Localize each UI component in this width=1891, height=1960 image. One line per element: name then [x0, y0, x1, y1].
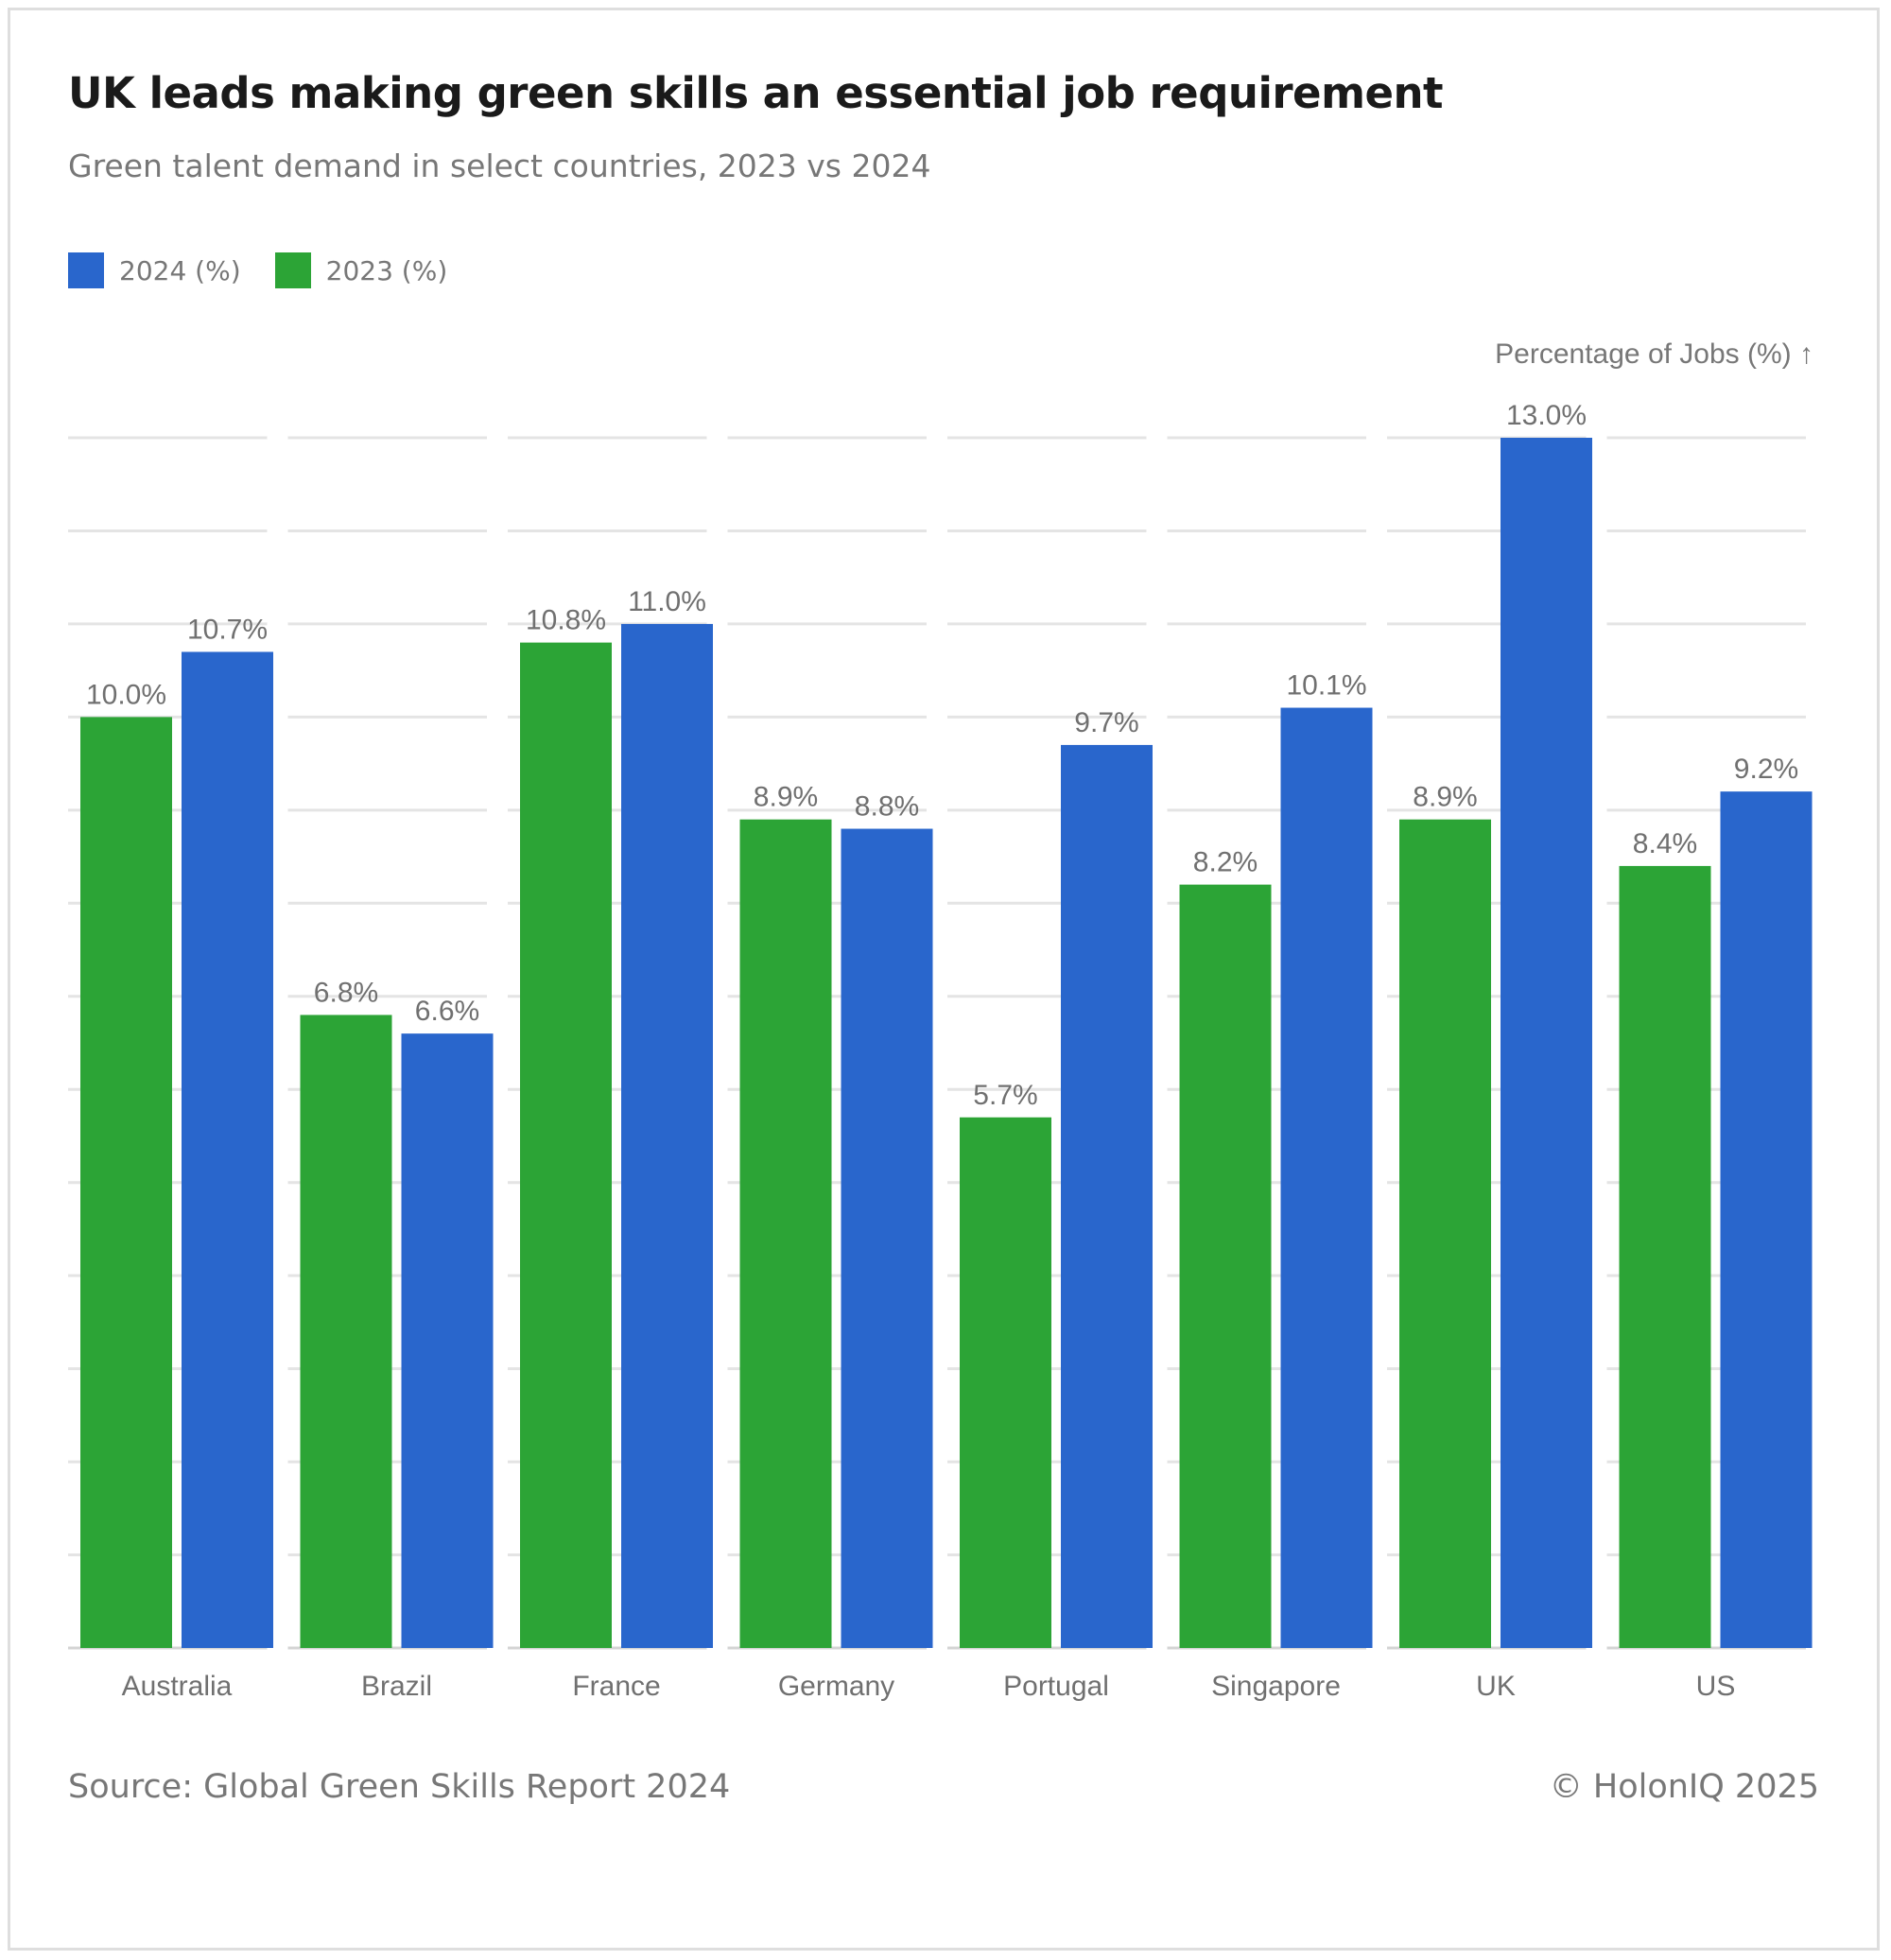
data-label-singapore-2023: 8.2%	[1193, 847, 1258, 878]
data-label-france-2024: 11.0%	[628, 586, 706, 617]
chart-title: UK leads making green skills an essentia…	[68, 68, 1444, 118]
y-axis-unit-label: Percentage of Jobs (%) ↑	[1495, 338, 1813, 370]
chart-subtitle: Green talent demand in select countries,…	[68, 147, 931, 184]
x-tick-label-portugal: Portugal	[1003, 1671, 1109, 1702]
data-label-portugal-2023: 5.7%	[973, 1080, 1037, 1111]
data-label-germany-2024: 8.8%	[855, 791, 919, 823]
bar-australia-2023[interactable]	[80, 717, 172, 1648]
x-tick-label-australia: Australia	[122, 1671, 233, 1702]
legend: 2024 (%) 2023 (%)	[68, 252, 481, 289]
legend-item-2023[interactable]: 2023 (%)	[274, 252, 448, 288]
legend-swatch-2023	[274, 252, 311, 288]
x-tick-label-us: US	[1696, 1671, 1736, 1702]
data-label-uk-2023: 8.9%	[1413, 782, 1477, 813]
data-label-brazil-2024: 6.6%	[415, 996, 479, 1027]
bar-germany-2024[interactable]	[841, 828, 933, 1648]
data-label-brazil-2023: 6.8%	[314, 977, 378, 1008]
data-label-us-2024: 9.2%	[1734, 754, 1798, 785]
data-label-portugal-2024: 9.7%	[1074, 707, 1138, 738]
data-label-singapore-2024: 10.1%	[1286, 670, 1366, 702]
copyright-note: © HolonIQ 2025	[1549, 1768, 1819, 1806]
data-label-france-2023: 10.8%	[526, 605, 606, 636]
bar-us-2023[interactable]	[1619, 865, 1711, 1648]
bar-france-2024[interactable]	[621, 623, 713, 1648]
bar-uk-2023[interactable]	[1399, 819, 1491, 1648]
bar-singapore-2024[interactable]	[1280, 707, 1373, 1648]
legend-label-2023: 2023 (%)	[325, 254, 448, 286]
data-label-australia-2024: 10.7%	[187, 614, 268, 645]
legend-swatch-2024	[68, 252, 104, 288]
legend-label-2024: 2024 (%)	[119, 254, 241, 286]
bar-portugal-2024[interactable]	[1061, 744, 1153, 1648]
data-label-australia-2023: 10.0%	[86, 679, 166, 710]
bar-us-2024[interactable]	[1720, 791, 1813, 1648]
bar-germany-2023[interactable]	[739, 819, 832, 1648]
x-tick-label-singapore: Singapore	[1211, 1671, 1341, 1702]
bar-portugal-2023[interactable]	[960, 1117, 1051, 1648]
x-tick-label-france: France	[572, 1671, 660, 1702]
bar-brazil-2023[interactable]	[300, 1015, 392, 1648]
x-tick-label-germany: Germany	[778, 1671, 894, 1702]
bar-australia-2024[interactable]	[182, 651, 273, 1648]
bar-brazil-2024[interactable]	[401, 1033, 494, 1648]
x-tick-label-brazil: Brazil	[361, 1671, 432, 1702]
legend-item-2024[interactable]: 2024 (%)	[68, 252, 241, 288]
data-label-us-2023: 8.4%	[1633, 828, 1697, 859]
bar-uk-2024[interactable]	[1501, 438, 1592, 1648]
bar-france-2023[interactable]	[520, 642, 612, 1648]
x-tick-label-uk: UK	[1476, 1671, 1516, 1702]
bar-singapore-2023[interactable]	[1179, 884, 1272, 1648]
source-note: Source: Global Green Skills Report 2024	[68, 1768, 731, 1806]
data-label-uk-2024: 13.0%	[1506, 400, 1587, 431]
data-label-germany-2023: 8.9%	[754, 782, 818, 813]
